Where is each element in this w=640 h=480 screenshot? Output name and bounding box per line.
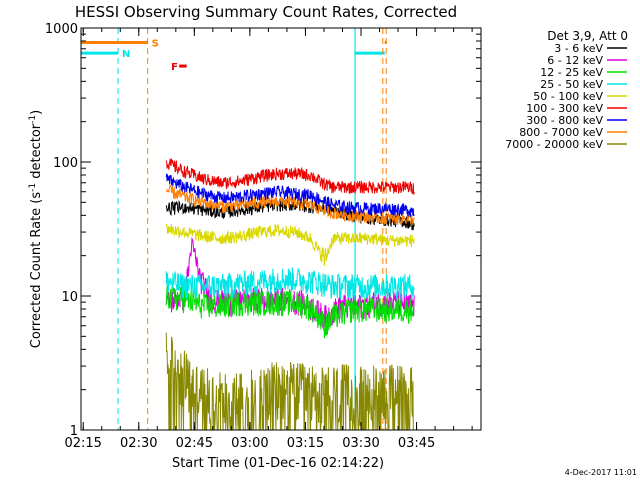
legend-label: 6 - 12 keV bbox=[547, 54, 603, 67]
x-tick-label: 02:45 bbox=[176, 436, 213, 451]
legend-label: 12 - 25 keV bbox=[540, 66, 603, 79]
series-line-3 bbox=[165, 284, 415, 339]
y-axis-label: Corrected Count Rate (s-1 detector-1) bbox=[28, 110, 44, 348]
x-tick-label: 03:00 bbox=[231, 436, 268, 451]
series-line-6 bbox=[165, 158, 415, 195]
legend-title: Det 3,9, Att 0 bbox=[547, 29, 628, 43]
legend-label: 300 - 800 keV bbox=[526, 114, 603, 127]
series-line-4 bbox=[165, 267, 415, 301]
x-tick-label: 03:45 bbox=[398, 436, 435, 451]
x-tick-label: 02:15 bbox=[64, 436, 101, 451]
y-tick-label: 1000 bbox=[45, 22, 78, 37]
axes: 02:15 02:30 02:45 03:00 03:15 03:30 03:45 1 10 10… bbox=[45, 22, 482, 451]
x-axis-label: Start Time (01-Dec-16 02:14:22) bbox=[172, 456, 384, 471]
chart-title: HESSI Observing Summary Count Rates, Cor… bbox=[75, 3, 457, 21]
legend-label: 25 - 50 keV bbox=[540, 78, 603, 91]
y-tick-label: 10 bbox=[61, 290, 78, 305]
marker-label-F: F bbox=[171, 62, 178, 73]
marker-label-S: S bbox=[152, 38, 159, 49]
y-tick-label: 100 bbox=[53, 156, 78, 171]
x-tick-label: 03:15 bbox=[287, 436, 324, 451]
legend-label: 100 - 300 keV bbox=[526, 102, 603, 115]
legend-label: 3 - 6 keV bbox=[554, 42, 603, 55]
plot-frame bbox=[80, 27, 482, 431]
marker-label-N: N bbox=[122, 49, 130, 60]
x-tick-label: 03:30 bbox=[342, 436, 379, 451]
footer-date: 4-Dec-2017 11:01 bbox=[565, 468, 637, 477]
series-layer bbox=[165, 158, 415, 430]
series-line-7 bbox=[165, 173, 415, 217]
y-tick-label: 1 bbox=[70, 424, 78, 439]
legend-label: 7000 - 20000 keV bbox=[505, 138, 603, 151]
series-line-5 bbox=[165, 222, 415, 267]
instrument-markers bbox=[81, 28, 387, 430]
legend-label: 800 - 7000 keV bbox=[519, 126, 603, 139]
x-tick-label: 02:30 bbox=[120, 436, 157, 451]
series-line-9 bbox=[165, 332, 415, 430]
legend-label: 50 - 100 keV bbox=[533, 90, 603, 103]
marker-labels: N S F bbox=[122, 38, 178, 73]
